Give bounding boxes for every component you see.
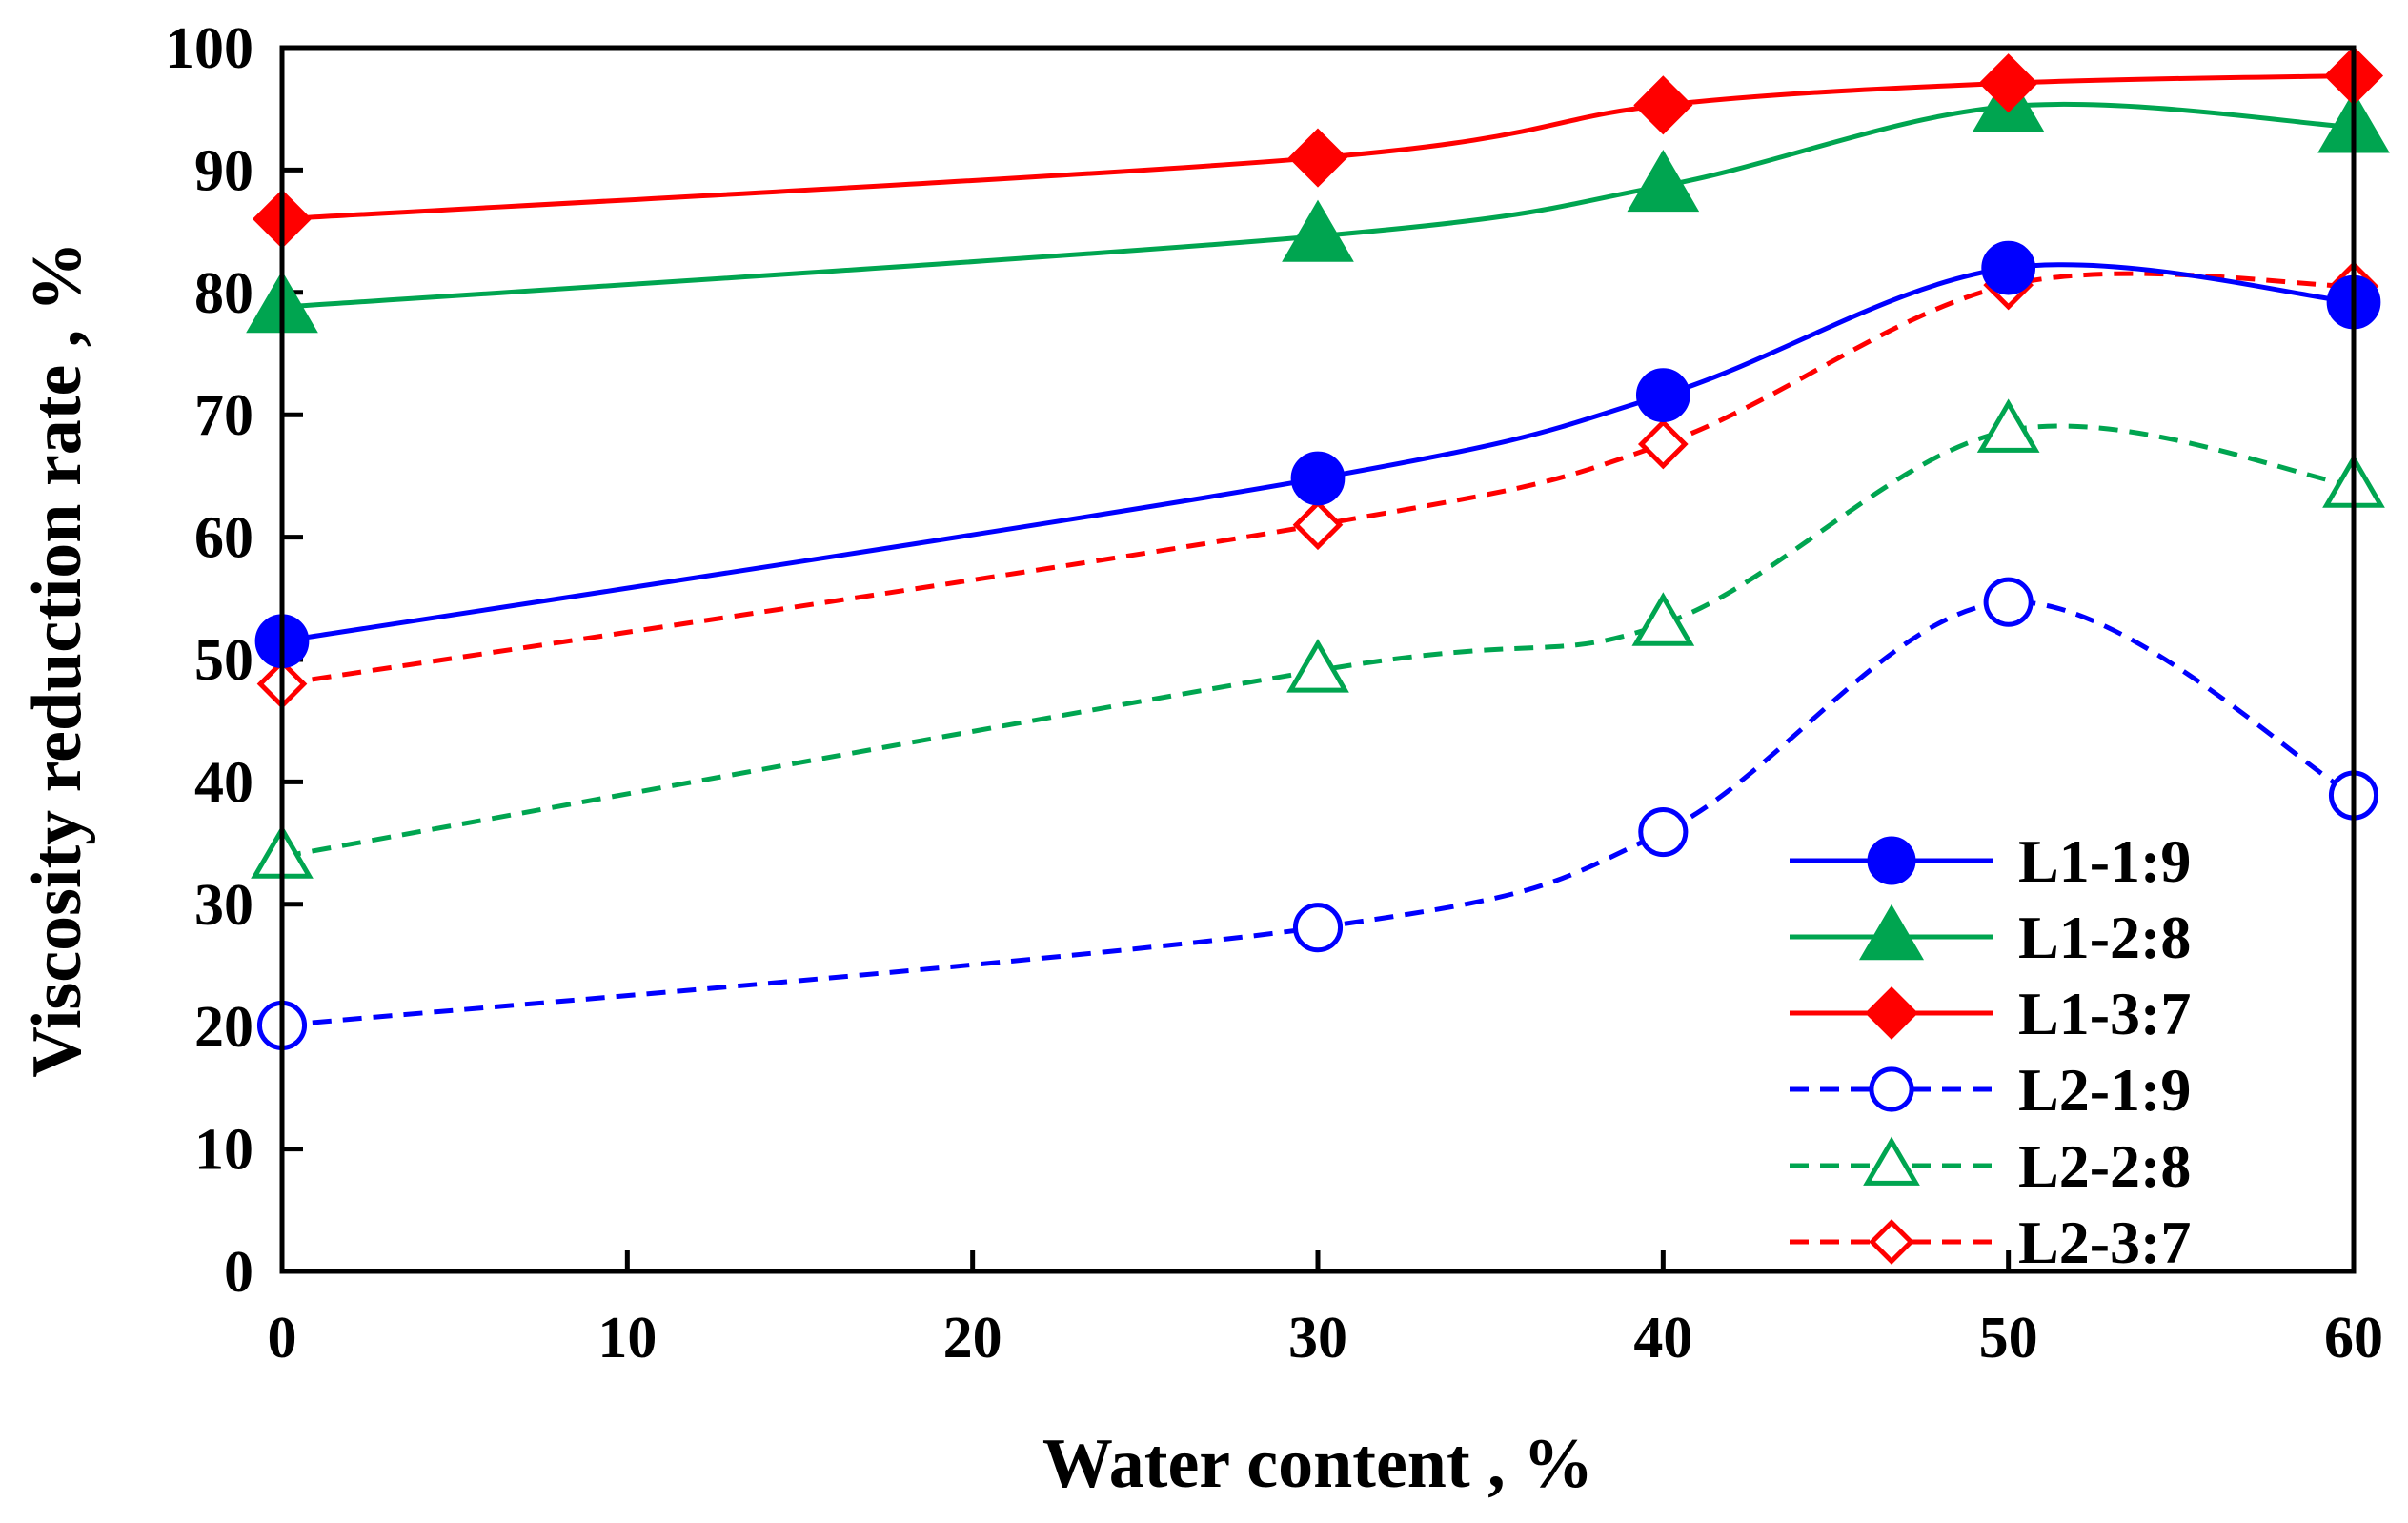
series-line xyxy=(281,271,2355,687)
data-point xyxy=(1292,499,1344,551)
legend-label: L2-2:8 xyxy=(2018,1132,2191,1200)
legend-label: L2-3:7 xyxy=(2018,1208,2191,1276)
data-point xyxy=(1976,398,2040,453)
data-point xyxy=(1638,806,1689,858)
y-tick-label: 100 xyxy=(165,16,253,81)
legend-label: L2-1:9 xyxy=(2018,1056,2191,1124)
series-line xyxy=(281,73,2355,222)
legend-marker xyxy=(1865,986,1918,1040)
plot-area-frame xyxy=(279,45,2357,1274)
legend: L1-1:9 L1-2:8 L1-3:7 L2-1:9 L2-2:8 L2-3:7 xyxy=(1790,827,2191,1276)
data-point xyxy=(1627,150,1700,213)
x-tick-label: 20 xyxy=(943,1306,1002,1371)
data-point xyxy=(1978,53,2038,113)
y-axis-title: Viscosity reduction rate , % xyxy=(18,241,96,1078)
series-line xyxy=(281,101,2355,310)
data-point xyxy=(1286,639,1349,693)
series-line xyxy=(281,423,2355,860)
data-point xyxy=(1981,240,2036,295)
legend-marker xyxy=(1863,1136,1920,1186)
series-line xyxy=(281,262,2355,644)
y-tick-label: 0 xyxy=(224,1240,253,1305)
legend-marker xyxy=(1869,1066,1914,1112)
series-markers xyxy=(246,46,2390,1050)
y-axis-ticks: 0 10 20 30 40 50 60 70 80 90 100 xyxy=(165,16,303,1305)
legend-marker xyxy=(1858,904,1925,961)
data-point xyxy=(1290,451,1346,506)
y-tick-label: 10 xyxy=(194,1118,253,1183)
y-tick-label: 50 xyxy=(194,628,253,693)
x-tick-label: 30 xyxy=(1288,1306,1347,1371)
x-tick-label: 60 xyxy=(2324,1306,2383,1371)
legend-label: L1-2:8 xyxy=(2018,904,2191,971)
legend-label: L1-3:7 xyxy=(2018,980,2191,1047)
legend-label: L1-1:9 xyxy=(2018,827,2191,895)
y-tick-label: 80 xyxy=(194,261,253,326)
data-point xyxy=(1637,418,1689,470)
y-tick-label: 70 xyxy=(194,383,253,448)
legend-marker xyxy=(1869,1219,1914,1265)
y-tick-label: 90 xyxy=(194,138,253,203)
x-axis-ticks: 0 10 20 30 40 50 60 xyxy=(268,1250,2383,1371)
x-tick-label: 40 xyxy=(1633,1306,1692,1371)
data-point xyxy=(1282,199,1354,262)
y-tick-label: 40 xyxy=(194,750,253,815)
legend-marker xyxy=(1867,836,1916,885)
data-point xyxy=(1635,368,1690,423)
x-tick-label: 50 xyxy=(1979,1306,2038,1371)
x-tick-label: 10 xyxy=(597,1306,657,1371)
data-point xyxy=(1631,592,1695,646)
x-axis-title: Water content , % xyxy=(1042,1425,1593,1503)
x-tick-label: 0 xyxy=(268,1306,297,1371)
data-point xyxy=(1983,577,2034,627)
y-tick-label: 60 xyxy=(194,506,253,571)
data-point xyxy=(1633,75,1693,135)
data-point xyxy=(1287,128,1348,188)
data-point xyxy=(1292,903,1344,953)
y-tick-label: 30 xyxy=(194,873,253,938)
series-lines xyxy=(281,73,2356,1028)
y-tick-label: 20 xyxy=(194,995,253,1060)
